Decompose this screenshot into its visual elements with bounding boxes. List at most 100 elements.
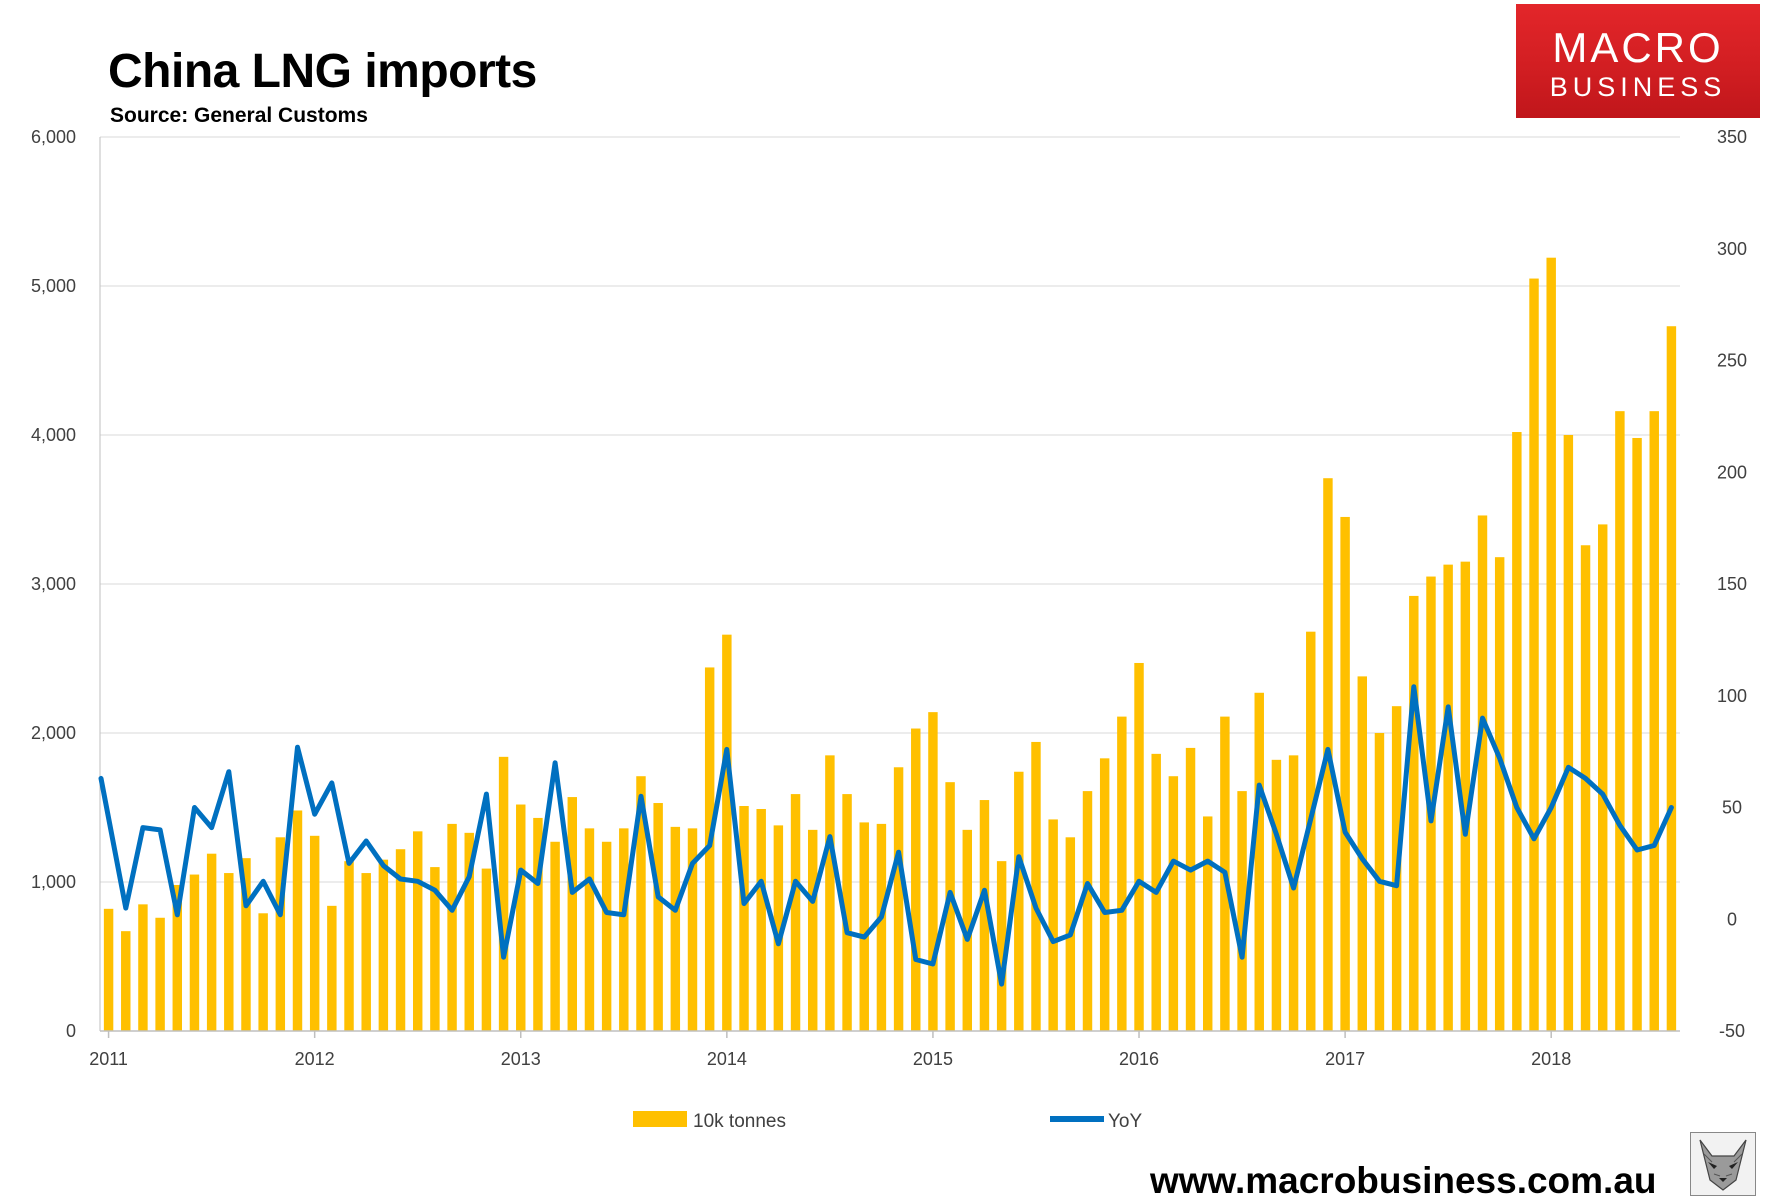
bar (1306, 631, 1316, 1031)
bar (722, 634, 732, 1031)
right-tick-label: 350 (1717, 127, 1747, 147)
left-tick-label: 6,000 (31, 127, 76, 147)
left-tick-label: 5,000 (31, 276, 76, 296)
line-series-yoy (98, 684, 1674, 987)
bar (1271, 759, 1282, 1031)
bar (893, 767, 904, 1031)
bar (704, 667, 715, 1031)
legend-label-yoy: YoY (1108, 1111, 1142, 1132)
bar (807, 829, 818, 1031)
bar (1494, 557, 1505, 1031)
bar (1460, 561, 1471, 1031)
bar (670, 826, 681, 1031)
brand-line2: BUSINESS (1549, 72, 1727, 102)
bar (1597, 524, 1608, 1031)
x-tick-label: 2015 (913, 1049, 953, 1069)
bar (121, 931, 131, 1031)
bar (979, 800, 990, 1031)
brand-line1: MACRO (1552, 24, 1724, 71)
bar (155, 917, 165, 1031)
bar (464, 832, 474, 1031)
left-axis-ticks: 0 1,000 2,000 3,000 4,000 5,000 6,000 (31, 127, 76, 1041)
bar (206, 853, 217, 1031)
bar (361, 873, 371, 1031)
bar (601, 841, 612, 1031)
x-tick-label: 2018 (1531, 1049, 1571, 1069)
left-tick-label: 0 (66, 1021, 76, 1041)
legend-swatch-10k-tonnes (633, 1111, 687, 1127)
x-axis-ticks: 2011 2012 2013 2014 2015 2016 2017 2018 (89, 1031, 1571, 1069)
bar (1168, 776, 1179, 1031)
bar (395, 849, 406, 1031)
bar (138, 904, 148, 1031)
bar (1099, 758, 1110, 1031)
bar (430, 867, 440, 1031)
bar (1237, 791, 1247, 1031)
bar (1357, 676, 1368, 1031)
bar (859, 822, 869, 1031)
left-tick-label: 2,000 (31, 723, 76, 743)
bar (756, 808, 766, 1031)
gridlines (100, 136, 1680, 883)
bar (1014, 771, 1024, 1031)
bar (412, 831, 423, 1031)
bar (1580, 545, 1591, 1031)
right-tick-label: 0 (1727, 909, 1737, 929)
axes (99, 137, 1680, 1032)
bar (1666, 326, 1677, 1032)
bar (739, 806, 749, 1031)
yoy-line (98, 684, 1674, 987)
bar (1048, 819, 1058, 1031)
bar (945, 782, 955, 1031)
left-tick-label: 4,000 (31, 425, 76, 445)
bar (344, 861, 354, 1031)
bar (309, 835, 320, 1031)
bar (687, 828, 698, 1031)
bar (567, 797, 578, 1031)
bar (224, 873, 234, 1031)
bar (636, 776, 646, 1031)
bar (962, 829, 973, 1031)
bar (1082, 791, 1093, 1031)
right-tick-label: 50 (1722, 798, 1742, 818)
x-tick-label: 2017 (1325, 1049, 1365, 1069)
bar-series-10k-tonnes (103, 257, 1677, 1032)
right-tick-label: 100 (1717, 686, 1747, 706)
right-tick-label: 300 (1717, 239, 1747, 259)
bar (1202, 816, 1213, 1031)
bar (584, 828, 595, 1031)
bar (1254, 692, 1264, 1031)
right-tick-label: 250 (1717, 351, 1747, 371)
macrobusiness-logo[interactable]: MACRO BUSINESS (1516, 4, 1760, 118)
left-tick-label: 3,000 (31, 574, 76, 594)
legend: 10k tonnes YoY (633, 1111, 1142, 1132)
bar (550, 841, 560, 1031)
bar (911, 728, 921, 1031)
x-tick-label: 2011 (89, 1049, 128, 1069)
bar (1134, 662, 1144, 1031)
bar (1563, 435, 1574, 1031)
bar (790, 794, 801, 1031)
right-tick-label: 200 (1717, 462, 1747, 482)
website-url[interactable]: www.macrobusiness.com.au (1150, 1160, 1657, 1201)
bar (928, 712, 938, 1031)
bar (1185, 747, 1196, 1031)
bar (533, 817, 543, 1031)
right-tick-label: -50 (1719, 1021, 1745, 1041)
bar (275, 837, 286, 1031)
x-tick-label: 2016 (1119, 1049, 1159, 1069)
legend-label-10k-tonnes: 10k tonnes (693, 1111, 786, 1132)
bar (773, 825, 784, 1031)
bar (1649, 411, 1659, 1031)
bar (1546, 257, 1556, 1031)
bar (516, 804, 526, 1031)
bar (876, 823, 887, 1031)
bar (1632, 437, 1642, 1032)
bar (498, 756, 509, 1031)
bar (1512, 432, 1522, 1031)
bar (241, 858, 251, 1031)
bar (189, 874, 200, 1031)
bar (1443, 564, 1453, 1031)
chart-title: China LNG imports (108, 45, 537, 98)
